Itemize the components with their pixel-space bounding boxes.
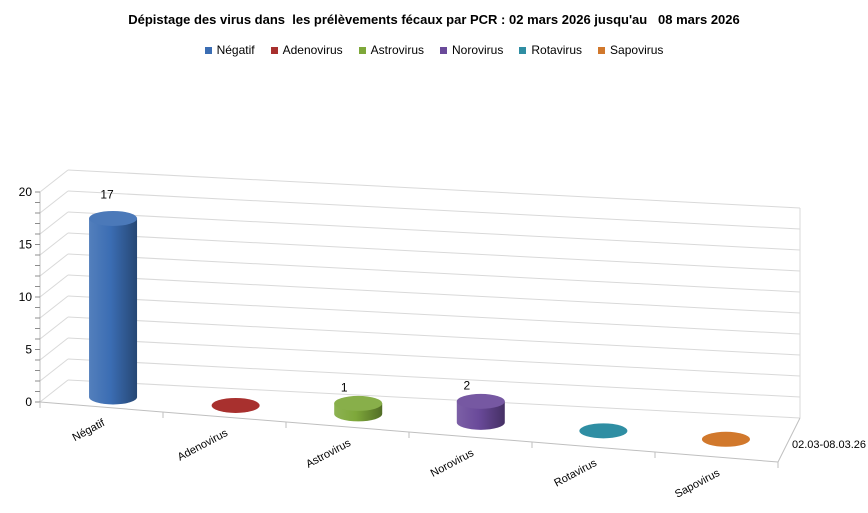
gridline-side bbox=[39, 295, 69, 319]
y-tick-label: 10 bbox=[19, 290, 33, 304]
legend-label: Sapovirus bbox=[610, 43, 664, 57]
x-tick-label-negatif: Négatif bbox=[70, 417, 107, 444]
x-tick-label-rotavirus: Rotavirus bbox=[552, 457, 599, 490]
gridline-side bbox=[39, 211, 69, 235]
bar-sapovirus bbox=[701, 431, 750, 447]
bar-body bbox=[89, 218, 138, 405]
gridline bbox=[67, 232, 801, 272]
x-tick-label-adenovirus: Adenovirus bbox=[176, 427, 231, 464]
data-label-negatif: 17 bbox=[100, 187, 114, 201]
legend-swatch bbox=[519, 46, 527, 54]
bar-disc bbox=[579, 423, 628, 439]
x-tick-label-astrovirus: Astrovirus bbox=[304, 437, 353, 471]
bar-astrovirus bbox=[334, 395, 383, 422]
gridline bbox=[67, 379, 801, 419]
y-tick-label: 0 bbox=[25, 395, 32, 409]
legend-label: Adenovirus bbox=[282, 43, 343, 57]
legend-swatch bbox=[440, 46, 447, 54]
gridline-side bbox=[39, 190, 69, 214]
y-tick-label: 20 bbox=[19, 185, 33, 199]
gridline-side bbox=[39, 337, 69, 361]
legend-item-adenovirus: Adenovirus bbox=[270, 43, 343, 57]
legend-swatch bbox=[270, 46, 278, 54]
x-tick-label-sapovirus: Sapovirus bbox=[673, 467, 722, 501]
legend-swatch bbox=[204, 46, 212, 54]
gridline bbox=[67, 295, 801, 335]
axes: 0 5 10 15 20 bbox=[19, 185, 801, 468]
gridline bbox=[67, 169, 801, 209]
gridline-side bbox=[39, 316, 69, 340]
data-label-astrovirus: 1 bbox=[341, 380, 348, 394]
bar-disc bbox=[211, 397, 260, 413]
bar-rotavirus bbox=[579, 423, 628, 439]
gridline bbox=[67, 274, 801, 314]
legend-label: Négatif bbox=[216, 43, 255, 57]
bar-adenovirus bbox=[211, 397, 260, 413]
data-label-norovirus: 2 bbox=[463, 378, 470, 392]
legend-item-rotavirus: Rotavirus bbox=[519, 43, 582, 57]
bar-body bbox=[456, 401, 505, 430]
gridline bbox=[67, 358, 801, 398]
legend-item-norovirus: Norovirus bbox=[440, 43, 503, 57]
legend-item-negatif: Négatif bbox=[204, 43, 255, 57]
legend-swatch bbox=[358, 46, 366, 54]
gridline bbox=[67, 190, 801, 230]
legend-item-astrovirus: Astrovirus bbox=[358, 43, 424, 57]
bar-top bbox=[456, 393, 505, 409]
gridline-side bbox=[39, 169, 69, 193]
bar-top bbox=[89, 210, 138, 226]
gridline-side bbox=[39, 232, 69, 256]
legend-label: Astrovirus bbox=[370, 43, 424, 57]
gridline bbox=[67, 211, 801, 251]
legend-label: Norovirus bbox=[452, 43, 504, 57]
gridline-side bbox=[39, 379, 69, 403]
chart-title: Dépistage des virus dans les prélèvement… bbox=[128, 12, 740, 27]
gridline-side bbox=[39, 253, 69, 277]
series-axis-label: 02.03-08.03.26 bbox=[792, 439, 866, 451]
legend-item-sapovirus: Sapovirus bbox=[598, 43, 663, 57]
legend-swatch bbox=[598, 46, 606, 54]
y-tick-label: 5 bbox=[25, 343, 32, 357]
gridline-side bbox=[39, 358, 69, 382]
legend-label: Rotavirus bbox=[531, 43, 583, 57]
bar-norovirus bbox=[456, 393, 505, 430]
gridlines bbox=[39, 169, 801, 419]
bars bbox=[89, 210, 750, 447]
gridline-side bbox=[39, 274, 69, 298]
x-tick-label-norovirus: Norovirus bbox=[429, 447, 477, 480]
gridline bbox=[67, 316, 801, 356]
bar-top bbox=[334, 395, 383, 411]
legend: Négatif Adenovirus Astrovirus Norovirus Rota… bbox=[0, 43, 868, 57]
bar-disc bbox=[701, 431, 750, 447]
gridline bbox=[67, 337, 801, 377]
floor-right-edge bbox=[777, 417, 801, 463]
gridline bbox=[67, 253, 801, 293]
bar-negatif bbox=[89, 210, 138, 405]
y-tick-label: 15 bbox=[19, 238, 33, 252]
